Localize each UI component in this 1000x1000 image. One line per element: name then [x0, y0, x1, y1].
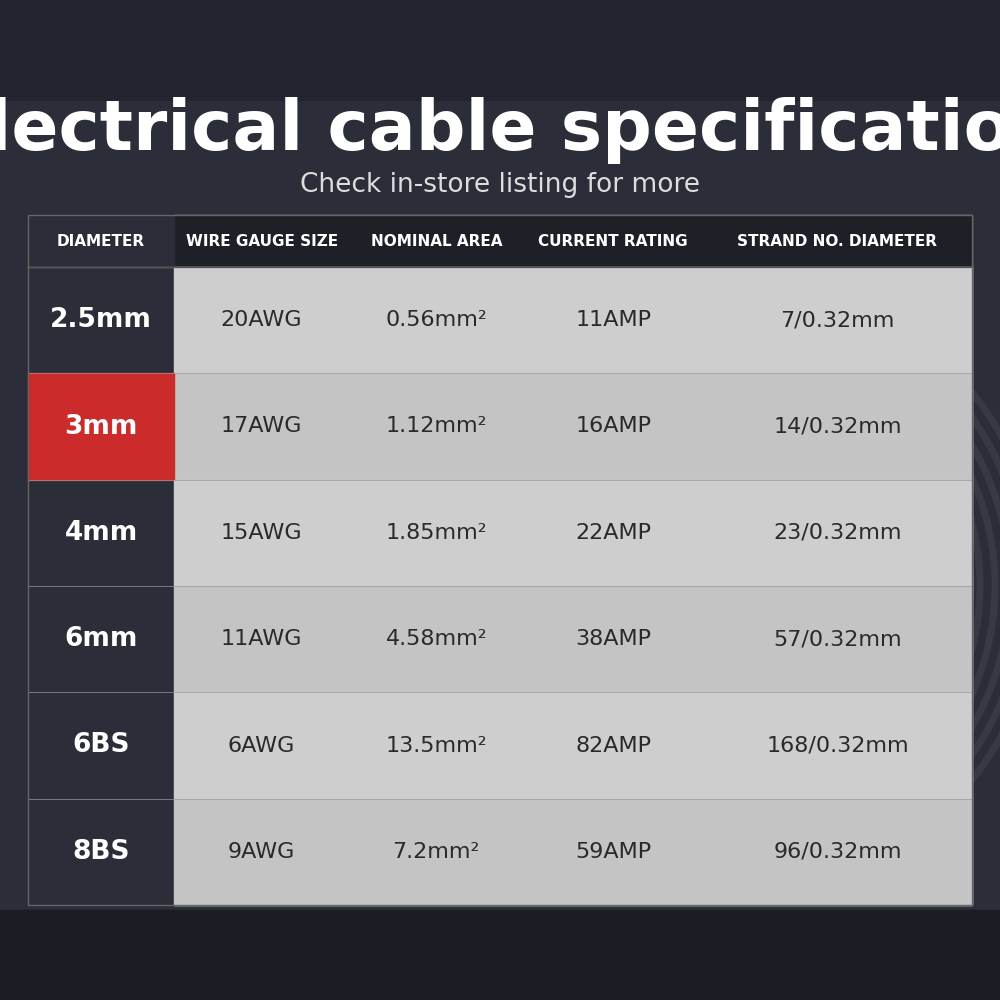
Text: 6mm: 6mm [64, 626, 138, 652]
Text: 168/0.32mm: 168/0.32mm [766, 736, 909, 756]
Text: 6AWG: 6AWG [228, 736, 295, 756]
Text: STRAND NO. DIAMETER: STRAND NO. DIAMETER [737, 233, 937, 248]
Text: 16AMP: 16AMP [575, 416, 651, 436]
Text: 8BS: 8BS [72, 839, 130, 865]
Text: 22AMP: 22AMP [575, 523, 651, 543]
Text: 4mm: 4mm [65, 520, 138, 546]
Text: 9AWG: 9AWG [228, 842, 295, 862]
Text: WIRE GAUGE SIZE: WIRE GAUGE SIZE [186, 233, 338, 248]
Text: 1.85mm²: 1.85mm² [385, 523, 487, 543]
Bar [174, 373, 972, 480]
Text: 13.5mm²: 13.5mm² [385, 736, 487, 756]
Bar [174, 480, 972, 586]
Text: Electrical cable specification: Electrical cable specification [0, 97, 1000, 163]
Text: 59AMP: 59AMP [575, 842, 651, 862]
Text: DIAMETER: DIAMETER [57, 233, 145, 248]
Text: 38AMP: 38AMP [575, 629, 651, 649]
Bar [28, 215, 972, 267]
Bar [28, 373, 174, 480]
Text: 57/0.32mm: 57/0.32mm [773, 629, 902, 649]
Text: 15AWG: 15AWG [221, 523, 302, 543]
Bar [174, 586, 972, 692]
Text: 17AWG: 17AWG [221, 416, 302, 436]
Text: 82AMP: 82AMP [575, 736, 651, 756]
Text: CURRENT RATING: CURRENT RATING [538, 233, 688, 248]
Bar [174, 799, 972, 905]
Bar [174, 267, 972, 373]
Text: 4.58mm²: 4.58mm² [385, 629, 487, 649]
Text: 1.12mm²: 1.12mm² [386, 416, 487, 436]
Bar [0, 0, 1000, 100]
Text: 7.2mm²: 7.2mm² [393, 842, 480, 862]
Text: 14/0.32mm: 14/0.32mm [773, 416, 902, 436]
Bar [28, 215, 972, 905]
Text: 2.5mm: 2.5mm [50, 307, 152, 333]
Bar [28, 215, 174, 905]
Text: 0.56mm²: 0.56mm² [385, 310, 487, 330]
Text: 6BS: 6BS [72, 732, 130, 758]
Bar [174, 215, 972, 905]
Text: Check in-store listing for more: Check in-store listing for more [300, 172, 700, 198]
Bar [0, 910, 1000, 1000]
Text: 3mm: 3mm [64, 414, 138, 440]
Text: NOMINAL AREA: NOMINAL AREA [371, 233, 502, 248]
Text: 96/0.32mm: 96/0.32mm [773, 842, 902, 862]
Text: 23/0.32mm: 23/0.32mm [773, 523, 902, 543]
Text: 11AMP: 11AMP [575, 310, 651, 330]
Text: 20AWG: 20AWG [221, 310, 302, 330]
Text: 11AWG: 11AWG [221, 629, 302, 649]
Text: 7/0.32mm: 7/0.32mm [780, 310, 895, 330]
Bar [174, 692, 972, 799]
